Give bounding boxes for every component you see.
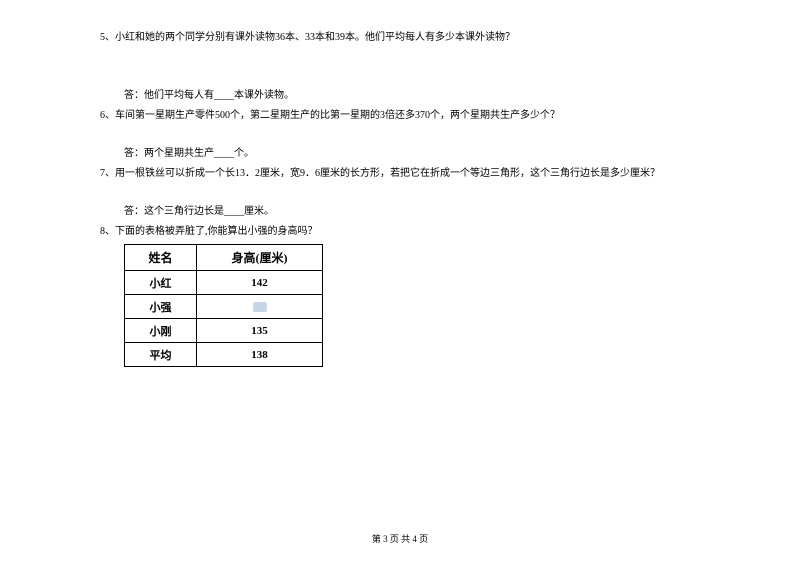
answer-7: 答：这个三角行边长是____厘米。 <box>124 204 700 220</box>
height-table: 姓名 身高(厘米) 小红 142 小强 小刚 135 平均 138 <box>124 244 323 367</box>
table-row: 小刚 135 <box>125 319 323 343</box>
question-6: 6、车间第一星期生产零件500个，第二星期生产的比第一星期的3倍还多370个，两… <box>100 108 700 124</box>
cell-height: 142 <box>197 271 323 295</box>
table-row: 平均 138 <box>125 343 323 367</box>
cell-height-smudged <box>197 295 323 319</box>
spacer <box>100 50 700 88</box>
answer-6: 答：两个星期共生产____个。 <box>124 146 700 162</box>
page-content: 5、小红和她的两个同学分别有课外读物36本、33本和39本。他们平均每人有多少本… <box>0 0 800 367</box>
table-row: 小强 <box>125 295 323 319</box>
spacer <box>100 186 700 204</box>
question-8: 8、下面的表格被弄脏了,你能算出小强的身高吗？ <box>100 224 700 240</box>
header-height: 身高(厘米) <box>197 245 323 271</box>
table-row: 小红 142 <box>125 271 323 295</box>
question-7: 7、用一根铁丝可以折成一个长13．2厘米，宽9．6厘米的长方形，若把它在折成一个… <box>100 166 700 182</box>
question-5: 5、小红和她的两个同学分别有课外读物36本、33本和39本。他们平均每人有多少本… <box>100 30 700 46</box>
smudge-icon <box>253 302 267 312</box>
cell-name: 小红 <box>125 271 197 295</box>
cell-height: 135 <box>197 319 323 343</box>
page-footer: 第 3 页 共 4 页 <box>0 532 800 545</box>
cell-height: 138 <box>197 343 323 367</box>
answer-5: 答：他们平均每人有____本课外读物。 <box>124 88 700 104</box>
header-name: 姓名 <box>125 245 197 271</box>
cell-name: 平均 <box>125 343 197 367</box>
cell-name: 小强 <box>125 295 197 319</box>
cell-name: 小刚 <box>125 319 197 343</box>
table-header-row: 姓名 身高(厘米) <box>125 245 323 271</box>
spacer <box>100 128 700 146</box>
